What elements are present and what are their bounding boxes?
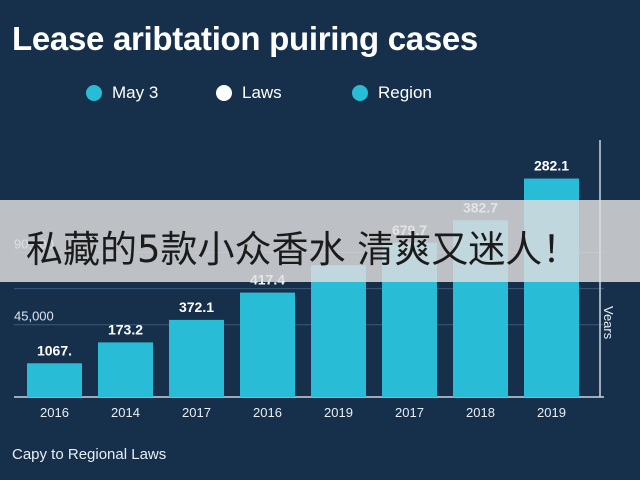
bar xyxy=(98,342,153,397)
x-tick-label: 2019 xyxy=(324,405,353,420)
bar-value-label: 1067. xyxy=(37,342,72,358)
chart-title: Lease aribtation puiring cases xyxy=(12,20,478,57)
legend-label-may-3: May 3 xyxy=(112,83,159,102)
x-tick-label: 2014 xyxy=(111,405,140,420)
legend-label-region: Region xyxy=(378,83,432,102)
bar xyxy=(27,363,82,397)
caption-banner-text: 私藏的5款小众香水 清爽又迷人！ xyxy=(26,228,580,271)
legend-swatch-may-3 xyxy=(86,85,102,101)
caption-banner xyxy=(0,200,640,282)
x-tick-label: 2017 xyxy=(395,405,424,420)
x-tick-label: 2017 xyxy=(182,405,211,420)
legend-swatch-laws xyxy=(216,85,232,101)
source-note: Capy to Regional Laws xyxy=(12,446,167,463)
bar-value-label: 372.1 xyxy=(179,299,214,315)
bar xyxy=(240,292,295,397)
bar xyxy=(311,265,366,397)
legend-label-laws: Laws xyxy=(242,83,282,102)
x-tick-label: 2018 xyxy=(466,405,495,420)
x-tick-label: 2019 xyxy=(537,405,566,420)
y-tick-label: 45,000 xyxy=(14,309,54,324)
bar-value-label: 282.1 xyxy=(534,158,569,174)
x-tick-label: 2016 xyxy=(253,405,282,420)
bar xyxy=(169,319,224,397)
bar-value-label: 173.2 xyxy=(108,321,143,337)
x-tick-label: 2016 xyxy=(40,405,69,420)
legend-swatch-region xyxy=(352,85,368,101)
right-axis-label: Vears xyxy=(601,306,616,340)
